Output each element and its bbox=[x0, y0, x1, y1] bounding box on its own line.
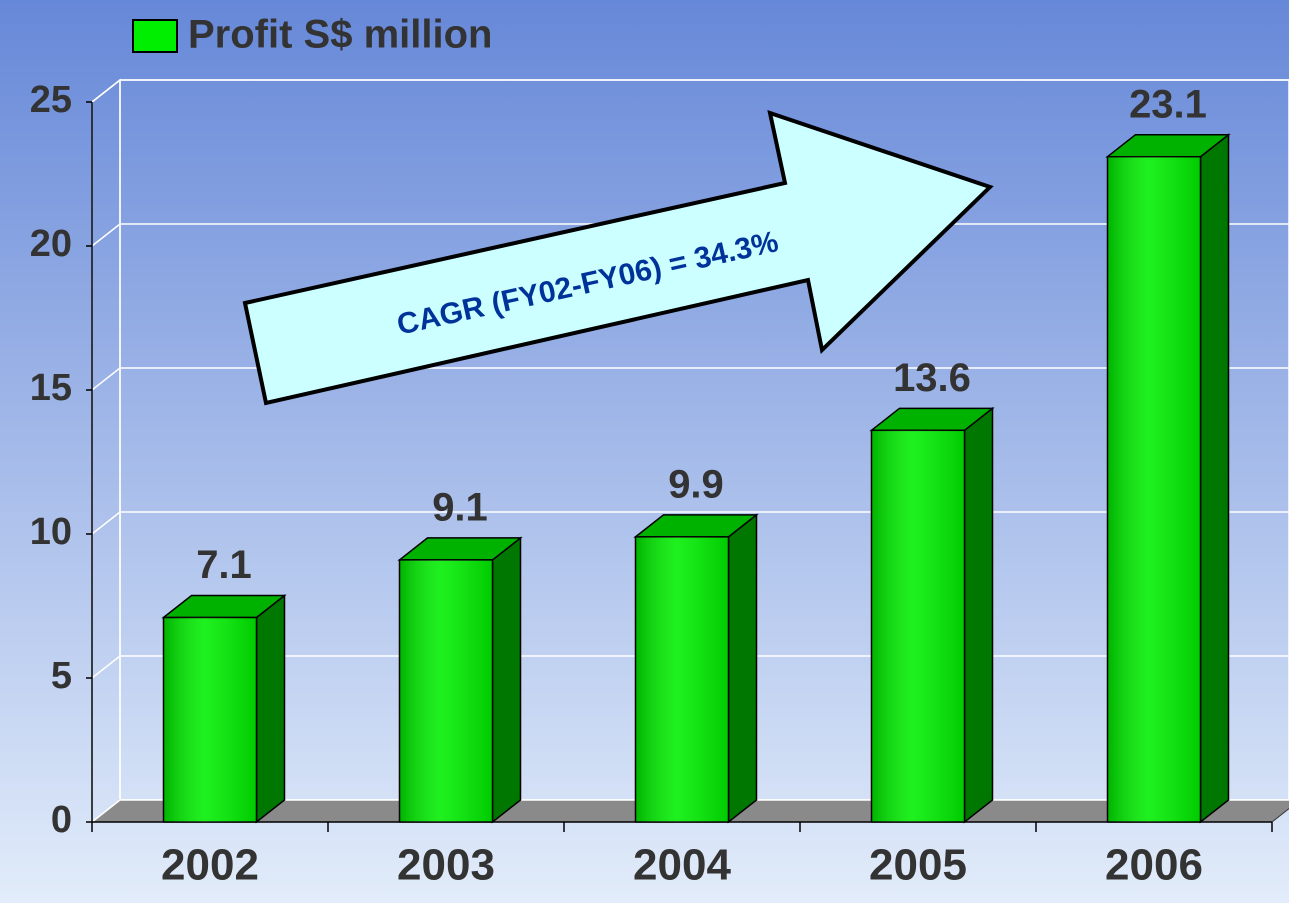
bar-top-shade bbox=[1107, 134, 1229, 157]
bar-side-shade bbox=[492, 537, 521, 822]
bar-side-shade bbox=[256, 595, 285, 822]
x-tick-label: 2002 bbox=[161, 841, 259, 890]
cagr-arrow bbox=[242, 109, 994, 406]
value-label: 7.1 bbox=[196, 543, 252, 587]
bar-shine bbox=[1107, 156, 1201, 823]
x-tick-label: 2004 bbox=[633, 841, 731, 890]
bar-shine bbox=[163, 617, 257, 822]
x-tick-label: 2003 bbox=[397, 841, 495, 890]
grid-line-side bbox=[91, 367, 121, 391]
plot: 0 5 10 15 20 25 Profit S$ million 7.1 9.1 9.9 13.6… bbox=[30, 13, 1289, 890]
value-label: 23.1 bbox=[1129, 82, 1207, 126]
y-tick-label: 20 bbox=[30, 223, 72, 265]
x-tick-label: 2006 bbox=[1105, 841, 1203, 890]
bar-side-shade bbox=[1200, 134, 1229, 823]
grid-line-side bbox=[91, 799, 121, 823]
y-tick-label: 0 bbox=[51, 799, 72, 841]
bar-group bbox=[161, 593, 287, 824]
value-label: 9.1 bbox=[432, 485, 488, 529]
bar-group bbox=[1105, 133, 1231, 824]
bar-side-shade bbox=[728, 514, 757, 822]
bar-group bbox=[633, 513, 759, 824]
bar-top-shade bbox=[399, 537, 521, 560]
y-tick-label: 10 bbox=[30, 511, 72, 553]
grid-line-side bbox=[91, 79, 121, 103]
y-tick-label: 25 bbox=[30, 79, 72, 121]
value-label: 9.9 bbox=[668, 462, 724, 506]
bar-group bbox=[397, 536, 523, 824]
bar-shine bbox=[399, 559, 493, 822]
value-label: 13.6 bbox=[893, 356, 971, 400]
y-tick-label: 15 bbox=[30, 367, 72, 409]
legend-swatch bbox=[132, 19, 178, 53]
grid-line-side bbox=[91, 655, 121, 679]
bar-top-shade bbox=[635, 514, 757, 537]
bar-top-shade bbox=[163, 595, 285, 618]
grid-line-side bbox=[91, 511, 121, 535]
y-tick-label: 5 bbox=[51, 655, 72, 697]
grid-line-side bbox=[91, 223, 121, 247]
legend-label: Profit S$ million bbox=[188, 13, 492, 57]
bar-group bbox=[869, 406, 995, 824]
bar-shine bbox=[635, 536, 729, 822]
bar-top-shade bbox=[871, 408, 993, 431]
bar-shine bbox=[871, 430, 965, 822]
bar-side-shade bbox=[964, 408, 993, 822]
x-tick-label: 2005 bbox=[869, 841, 967, 890]
